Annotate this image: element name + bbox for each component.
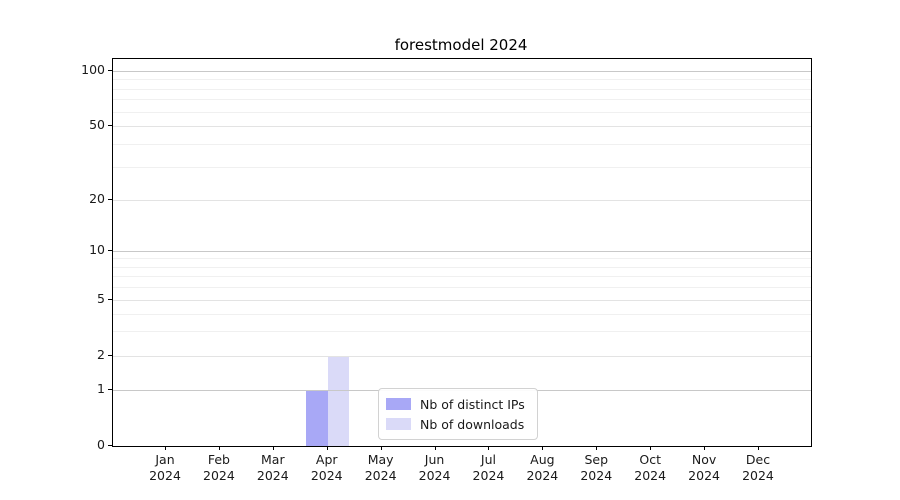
x-tick-mark — [380, 446, 382, 450]
y-gridline-minor — [113, 111, 811, 113]
bars-layer — [113, 59, 811, 446]
y-tick-label: 50 — [89, 117, 105, 132]
x-tick-label: Oct 2024 — [634, 452, 667, 483]
x-tick-label: Jun 2024 — [418, 452, 451, 483]
y-gridline-minor — [113, 258, 811, 260]
legend-label-downloads: Nb of downloads — [420, 416, 525, 432]
x-tick-mark — [434, 446, 436, 450]
legend-swatch-downloads — [386, 418, 411, 430]
x-tick-mark — [757, 446, 759, 450]
y-gridline-minor — [113, 88, 811, 90]
y-tick-label: 2 — [97, 347, 105, 362]
y-tick-mark — [108, 199, 112, 200]
x-tick-mark — [218, 446, 220, 450]
y-tick-mark — [108, 125, 112, 126]
x-tick-mark — [704, 446, 706, 450]
y-tick-mark — [108, 70, 112, 71]
x-tick-label: Dec 2024 — [742, 452, 774, 483]
x-tick-mark — [596, 446, 598, 450]
y-tick-label: 10 — [89, 242, 105, 257]
x-tick-mark — [272, 446, 274, 450]
y-tick-label: 5 — [97, 291, 105, 306]
y-gridline — [113, 300, 811, 301]
x-tick-mark — [165, 446, 166, 450]
x-tick-label: Mar 2024 — [256, 452, 289, 483]
chart-title: forestmodel 2024 — [394, 36, 528, 54]
x-tick-label: Jul 2024 — [472, 452, 505, 483]
legend-swatch-distinct-ips — [386, 398, 411, 410]
x-tick-mark — [542, 446, 544, 450]
y-tick-mark — [108, 445, 112, 446]
x-tick-label: Jan 2024 — [149, 452, 181, 483]
x-tick-label: May 2024 — [364, 452, 397, 483]
x-tick-label: Aug 2024 — [526, 452, 559, 483]
y-gridline-minor — [113, 144, 811, 146]
y-tick-label: 1 — [97, 381, 105, 396]
y-gridline-minor — [113, 331, 811, 333]
y-gridline — [113, 356, 811, 357]
grid-layer — [113, 59, 811, 446]
y-tick-mark — [108, 355, 112, 356]
x-tick-mark — [488, 446, 490, 450]
plot-area — [112, 58, 812, 447]
x-tick-mark — [650, 446, 652, 450]
y-tick-mark — [108, 250, 112, 251]
y-gridline-minor — [113, 313, 811, 315]
y-gridline-major — [113, 251, 811, 252]
legend-item: Nb of distinct IPs — [386, 394, 525, 414]
bar-nb-of-distinct-ips — [306, 390, 328, 446]
legend-label-distinct-ips: Nb of distinct IPs — [420, 396, 525, 412]
legend: Nb of distinct IPs Nb of downloads — [378, 388, 538, 440]
x-tick-label: Feb 2024 — [203, 452, 235, 483]
y-gridline — [113, 126, 811, 127]
y-gridline-minor — [113, 167, 811, 169]
y-tick-label: 0 — [97, 437, 105, 452]
x-tick-label: Sep 2024 — [580, 452, 613, 483]
x-tick-mark — [326, 446, 328, 450]
y-gridline-minor — [113, 99, 811, 101]
x-tick-label: Apr 2024 — [310, 452, 343, 483]
y-gridline-minor — [113, 276, 811, 278]
y-tick-label: 100 — [81, 62, 105, 77]
y-gridline — [113, 200, 811, 201]
legend-item: Nb of downloads — [386, 414, 525, 434]
y-gridline-minor — [113, 266, 811, 268]
y-gridline-minor — [113, 287, 811, 289]
bar-nb-of-downloads — [327, 356, 350, 446]
y-tick-label: 20 — [89, 191, 105, 206]
y-tick-mark — [108, 299, 112, 300]
y-gridline-major — [113, 71, 811, 72]
y-gridline-minor — [113, 79, 811, 81]
x-tick-label: Nov 2024 — [688, 452, 720, 483]
y-tick-mark — [108, 389, 112, 390]
